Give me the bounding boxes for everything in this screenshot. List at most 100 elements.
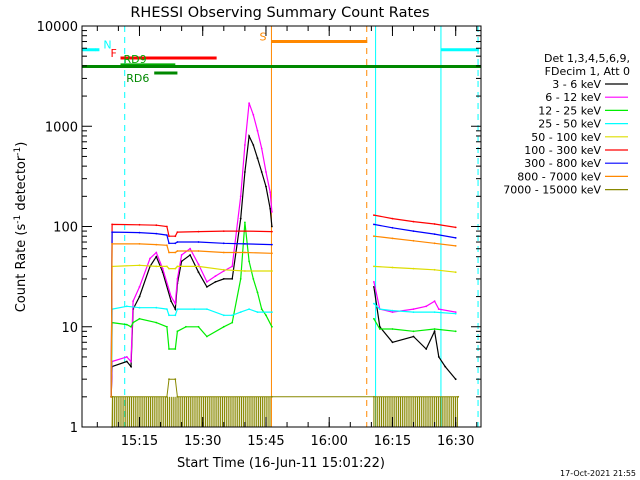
series-point [166,325,168,328]
x-tick-label: 15:45 [247,434,284,449]
legend-entry-label: 100 - 300 keV [524,144,601,157]
series-point [155,224,158,227]
series-point [166,244,168,247]
series-point [412,230,415,233]
series-point [248,308,251,310]
series-point [231,321,234,324]
series-point [168,314,170,317]
series-point [271,230,273,233]
y-tick-label: 10000 [37,20,78,35]
series-point [138,223,141,226]
series-point [373,317,375,320]
series-point [176,308,179,310]
state-bar-label: N [103,39,111,52]
series-point [239,217,242,220]
series-point [222,242,225,245]
series-point [130,325,132,328]
series-point [425,305,428,308]
series-point [454,330,457,333]
series-point [125,356,128,358]
y-axis-label-part: -1 [13,215,23,224]
legend-entry-label: 7000 - 15000 keV [503,184,601,197]
series-point [256,129,259,132]
series-point [412,267,415,270]
series-point [206,286,208,288]
series-point [155,232,158,235]
legend-header-line: Det 1,3,4,5,6,9, [544,52,630,65]
series-point [231,314,234,317]
series-point [222,230,225,233]
series-point [239,195,242,198]
series-point [132,300,135,303]
series-point [433,330,436,333]
series-point [170,295,173,298]
generated-timestamp: 17-Oct-2021 21:55 [560,469,636,478]
series-point [256,157,259,160]
series-point [125,360,128,363]
series-point [244,230,246,233]
x-tick-label: 16:00 [310,434,347,449]
series-point [193,308,196,310]
series-point [239,311,242,313]
series-point [391,309,394,312]
series-point [168,235,170,238]
series-point [252,144,255,146]
series-point [373,281,375,283]
series-point [197,263,200,266]
series-point [454,311,457,313]
y-axis-label-part: detector [14,155,29,215]
series-point [433,242,436,245]
series-point [168,267,170,270]
series-point [206,281,208,283]
series-point [125,305,128,308]
state-bar-label: RD9 [123,53,146,66]
series-point [138,306,141,309]
series-point [138,264,141,267]
series-point [271,252,273,255]
series-point [130,365,132,368]
x-tick-label: 16:15 [374,434,411,449]
series-point [174,235,177,238]
series-point [265,171,267,173]
x-tick-label: 15:15 [121,434,158,449]
series-point [155,265,158,268]
series-point [155,251,158,254]
series-point [252,113,255,116]
series-point [391,328,394,330]
series-point [437,308,440,310]
y-tick-label: 1000 [45,120,78,135]
series-point [174,251,177,254]
series-lines [110,102,460,428]
series-point [373,214,375,217]
series-point [391,266,394,269]
series-point [433,328,436,330]
series-point [138,243,141,245]
series-point [170,300,173,303]
series-point [265,185,267,188]
series-point [271,311,273,313]
legend-header-line: FDecim 1, Att 0 [545,65,630,78]
legend-entry-label: 25 - 50 keV [538,118,601,131]
series-point [168,251,170,254]
series-point [132,321,135,324]
series-point [391,217,394,220]
series-point [168,348,170,350]
series-point [174,348,177,350]
series-point [222,268,225,271]
y-tick-label: 1 [70,421,78,436]
series-point [244,221,246,224]
series-point [271,325,273,328]
series-point [256,291,259,294]
series-point [231,265,234,268]
series-point [222,325,225,328]
legend-entry-label: 800 - 7000 keV [517,170,601,183]
series-point [444,365,447,368]
series-point [239,278,242,280]
y-axis-label: Count Rate (s-1 detector-1) [13,142,29,313]
series-point [454,237,457,239]
series-point [412,239,415,242]
series-point [454,245,457,247]
series-point [174,378,177,381]
x-tick-label: 16:30 [437,434,474,449]
y-tick-label: 10 [61,321,78,336]
